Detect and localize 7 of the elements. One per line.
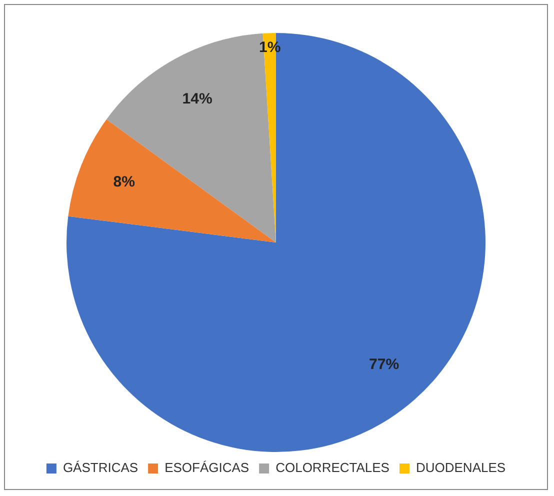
legend-label: GÁSTRICAS — [62, 460, 138, 476]
data-label: 14% — [182, 90, 212, 108]
legend-label: DUODENALES — [416, 460, 506, 476]
data-label: 77% — [369, 356, 400, 374]
legend-label: COLORRECTALES — [276, 460, 390, 476]
legend-label: ESOFÁGICAS — [164, 460, 250, 476]
data-label: 8% — [113, 173, 135, 190]
